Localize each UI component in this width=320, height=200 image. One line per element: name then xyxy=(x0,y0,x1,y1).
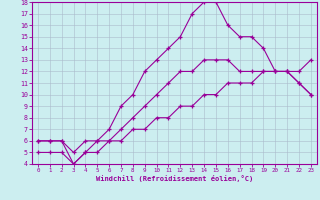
X-axis label: Windchill (Refroidissement éolien,°C): Windchill (Refroidissement éolien,°C) xyxy=(96,175,253,182)
